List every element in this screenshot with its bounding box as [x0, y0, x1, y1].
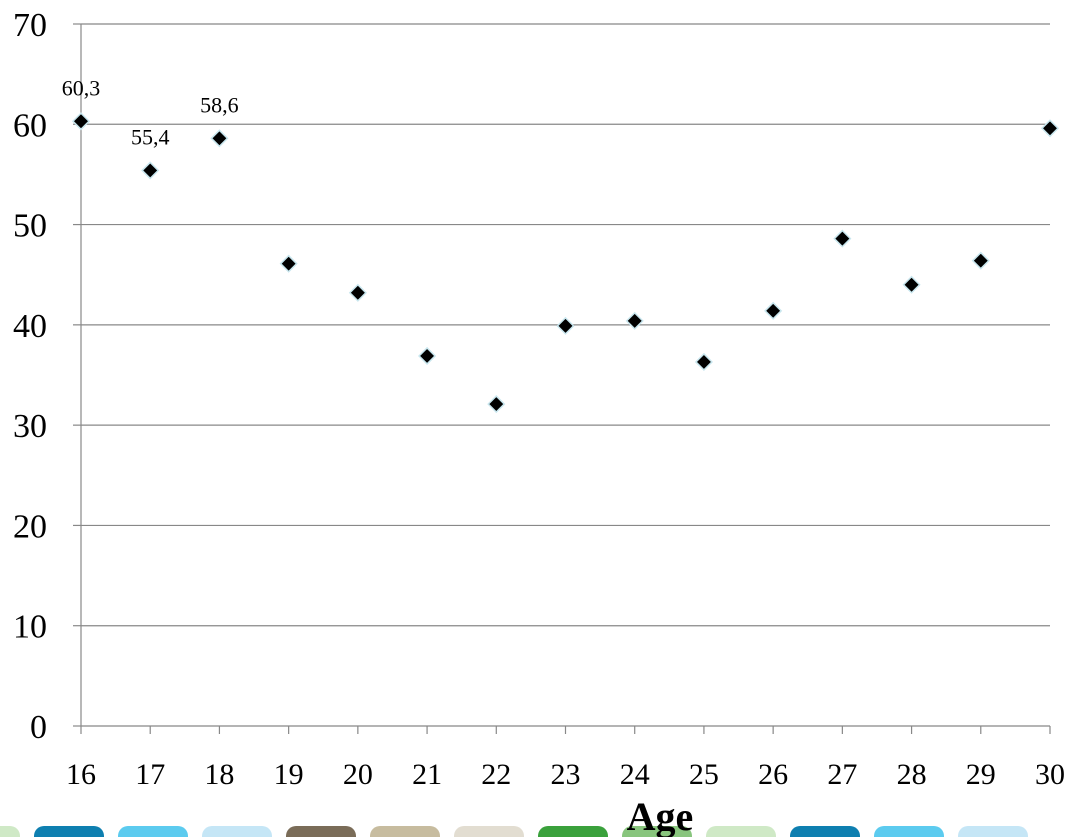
x-tick-label-22: 22	[481, 758, 511, 791]
y-tick-label-0: 0	[30, 709, 47, 746]
data-point-20	[348, 283, 367, 302]
y-tick-label-70: 70	[13, 7, 47, 44]
data-labels: 60,3 55,4 58,6	[62, 75, 239, 149]
y-tick-label-50: 50	[13, 208, 47, 245]
swatch-2	[118, 826, 188, 837]
x-tick-label-28: 28	[897, 758, 927, 791]
swatch-9	[706, 826, 776, 837]
x-tick-label-18: 18	[204, 758, 234, 791]
data-point-26	[764, 301, 783, 320]
x-tick-labels: 16 17 18 19 20 21 22 23 24 25 26 27 28 29 30	[66, 758, 1065, 791]
bottom-swatch-strip	[0, 826, 1028, 837]
swatch-11	[874, 826, 944, 837]
swatch-7	[538, 826, 608, 837]
x-tick-label-19: 19	[274, 758, 304, 791]
swatch-4	[286, 826, 356, 837]
data-point-24	[625, 311, 644, 330]
data-point-19	[279, 254, 298, 273]
data-label-18: 58,6	[200, 92, 239, 117]
x-tick-label-16: 16	[66, 758, 96, 791]
x-tick-label-24: 24	[620, 758, 650, 791]
x-tick-label-17: 17	[135, 758, 165, 791]
swatch-8	[622, 826, 692, 837]
swatch-3	[202, 826, 272, 837]
data-label-16: 60,3	[62, 75, 101, 100]
y-tick-label-40: 40	[13, 308, 47, 345]
data-point-16	[71, 112, 91, 131]
y-tick-labels: 0 10 20 30 40 50 60 70	[13, 7, 47, 746]
data-point-28	[902, 275, 921, 294]
swatch-12	[958, 826, 1028, 837]
data-point-21	[418, 346, 437, 366]
data-point-27	[833, 229, 852, 248]
swatch-10	[790, 826, 860, 837]
x-axis-title: Age	[627, 794, 694, 837]
y-tick-label-20: 20	[13, 508, 47, 545]
x-tick-label-30: 30	[1035, 758, 1065, 791]
data-point-25	[694, 352, 713, 372]
y-tick-label-10: 10	[13, 609, 47, 646]
data-point-22	[487, 395, 506, 414]
x-tick-label-26: 26	[758, 758, 788, 791]
data-point-18	[210, 129, 229, 148]
swatch-5	[370, 826, 440, 837]
data-points	[71, 112, 1060, 414]
data-label-17: 55,4	[131, 124, 170, 149]
y-tick-label-60: 60	[13, 107, 47, 144]
data-point-17	[141, 161, 160, 180]
x-tick-label-21: 21	[412, 758, 442, 791]
x-tick-label-27: 27	[827, 758, 857, 791]
x-tick-label-20: 20	[343, 758, 373, 791]
swatch-6	[454, 826, 524, 837]
data-point-23	[556, 316, 575, 335]
data-point-29	[971, 251, 990, 270]
y-tick-label-30: 30	[13, 408, 47, 445]
data-point-30	[1040, 119, 1060, 138]
swatch-0	[0, 826, 20, 837]
x-tick-label-25: 25	[689, 758, 719, 791]
axes	[73, 23, 1051, 734]
x-tick-label-23: 23	[551, 758, 581, 791]
swatch-1	[34, 826, 104, 837]
x-tick-label-29: 29	[966, 758, 996, 791]
